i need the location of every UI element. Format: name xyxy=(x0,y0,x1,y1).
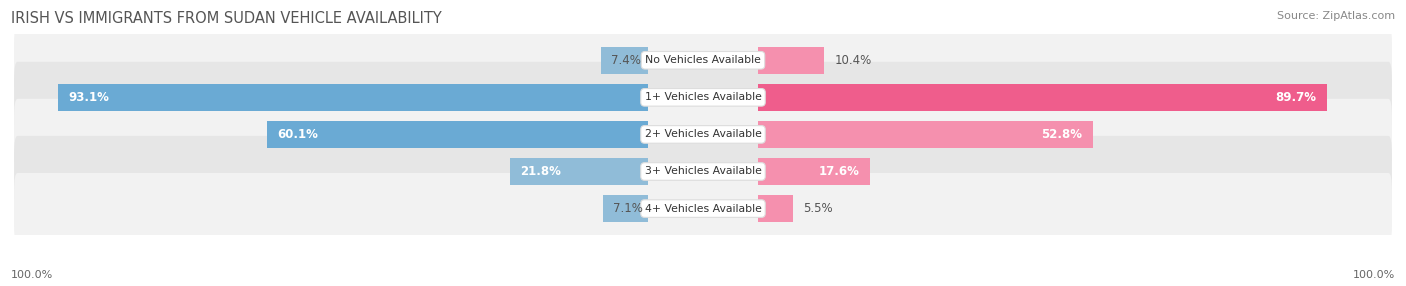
Bar xyxy=(758,47,824,74)
FancyBboxPatch shape xyxy=(14,25,1392,96)
FancyBboxPatch shape xyxy=(14,99,1392,170)
Text: Source: ZipAtlas.com: Source: ZipAtlas.com xyxy=(1277,11,1395,21)
Text: 100.0%: 100.0% xyxy=(1353,270,1395,280)
Text: 89.7%: 89.7% xyxy=(1275,91,1316,104)
Text: 3+ Vehicles Available: 3+ Vehicles Available xyxy=(644,166,762,176)
Bar xyxy=(600,47,648,74)
FancyBboxPatch shape xyxy=(14,136,1392,207)
Text: 52.8%: 52.8% xyxy=(1042,128,1083,141)
Bar xyxy=(758,195,793,222)
Text: 10.4%: 10.4% xyxy=(834,54,872,67)
FancyBboxPatch shape xyxy=(14,62,1392,133)
Bar xyxy=(58,84,648,111)
Bar xyxy=(603,195,648,222)
Text: IRISH VS IMMIGRANTS FROM SUDAN VEHICLE AVAILABILITY: IRISH VS IMMIGRANTS FROM SUDAN VEHICLE A… xyxy=(11,11,441,26)
Text: 4+ Vehicles Available: 4+ Vehicles Available xyxy=(644,204,762,214)
Text: 1+ Vehicles Available: 1+ Vehicles Available xyxy=(644,92,762,102)
Bar xyxy=(758,158,870,185)
Text: 7.1%: 7.1% xyxy=(613,202,643,215)
Text: No Vehicles Available: No Vehicles Available xyxy=(645,55,761,65)
Text: 21.8%: 21.8% xyxy=(520,165,561,178)
Text: 2+ Vehicles Available: 2+ Vehicles Available xyxy=(644,130,762,139)
Text: 7.4%: 7.4% xyxy=(612,54,641,67)
Bar xyxy=(758,84,1327,111)
Text: 93.1%: 93.1% xyxy=(67,91,110,104)
Bar xyxy=(267,121,648,148)
FancyBboxPatch shape xyxy=(14,173,1392,244)
Text: 100.0%: 100.0% xyxy=(11,270,53,280)
Bar xyxy=(510,158,648,185)
Text: 5.5%: 5.5% xyxy=(803,202,832,215)
Text: 60.1%: 60.1% xyxy=(277,128,318,141)
Bar xyxy=(758,121,1092,148)
Text: 17.6%: 17.6% xyxy=(818,165,859,178)
